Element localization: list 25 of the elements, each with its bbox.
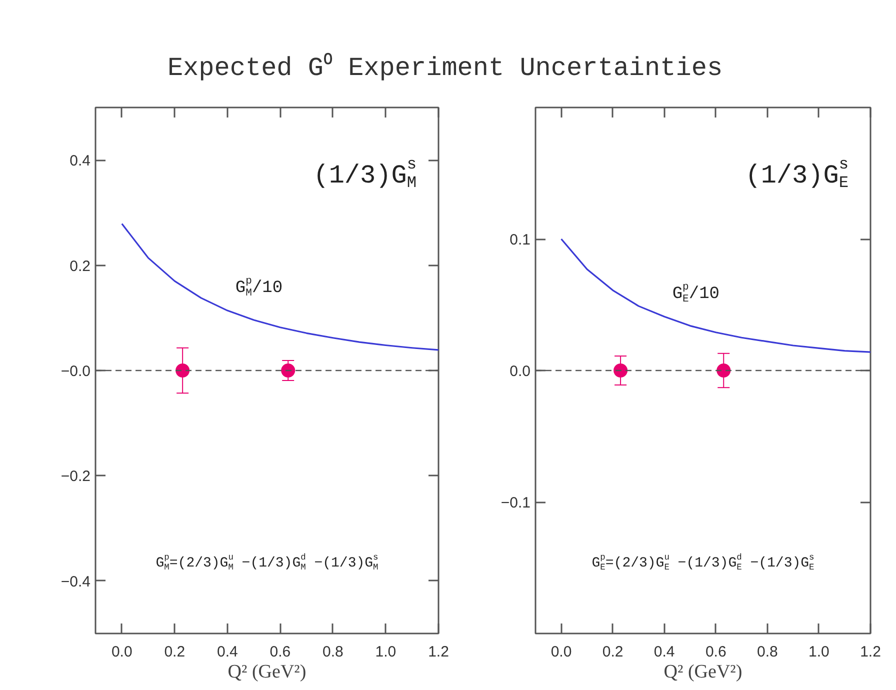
y-tick-label: 0.0 bbox=[510, 363, 531, 380]
x-tick-label: 0.0 bbox=[550, 644, 572, 660]
x-tick-label: 1.2 bbox=[860, 644, 881, 660]
x-tick-label: 0.2 bbox=[602, 644, 624, 660]
x-tick-label: 1.0 bbox=[375, 644, 396, 660]
y-tick-label: −0.4 bbox=[60, 573, 91, 590]
x-axis-title: Q² (GeV²) bbox=[228, 662, 306, 682]
y-tick-label: 0.2 bbox=[70, 258, 91, 275]
x-tick-label: 0.8 bbox=[322, 644, 344, 660]
x-tick-label: 0.6 bbox=[270, 644, 291, 660]
x-tick-label: 0.4 bbox=[216, 644, 238, 660]
x-tick-label: 0.0 bbox=[111, 644, 132, 660]
y-tick-label: 0.4 bbox=[70, 152, 91, 170]
x-tick-label: 0.4 bbox=[654, 644, 675, 660]
chart-title: Expected G⁰ Experiment Uncertainties bbox=[167, 52, 723, 85]
x-tick-label: 0.8 bbox=[756, 644, 778, 660]
y-tick-label: −0.1 bbox=[500, 494, 531, 512]
y-tick-label: −0.2 bbox=[60, 468, 91, 486]
x-tick-label: 1.2 bbox=[428, 644, 449, 660]
y-tick-label: −0.0 bbox=[60, 363, 91, 380]
x-tick-label: 0.2 bbox=[164, 644, 186, 660]
x-tick-label: 0.6 bbox=[705, 644, 726, 660]
y-tick-label: 0.1 bbox=[510, 232, 531, 248]
x-tick-label: 1.0 bbox=[808, 644, 830, 660]
x-axis-title: Q² (GeV²) bbox=[664, 662, 742, 682]
